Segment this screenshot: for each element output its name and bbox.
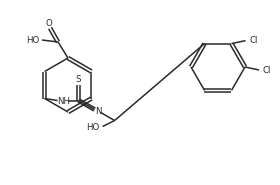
Text: HO: HO: [86, 123, 99, 132]
Text: Cl: Cl: [249, 36, 258, 45]
Text: S: S: [76, 75, 81, 84]
Text: O: O: [46, 18, 52, 28]
Text: HO: HO: [26, 36, 40, 45]
Text: NH: NH: [57, 97, 70, 106]
Text: Cl: Cl: [263, 65, 271, 75]
Text: N: N: [95, 107, 102, 116]
